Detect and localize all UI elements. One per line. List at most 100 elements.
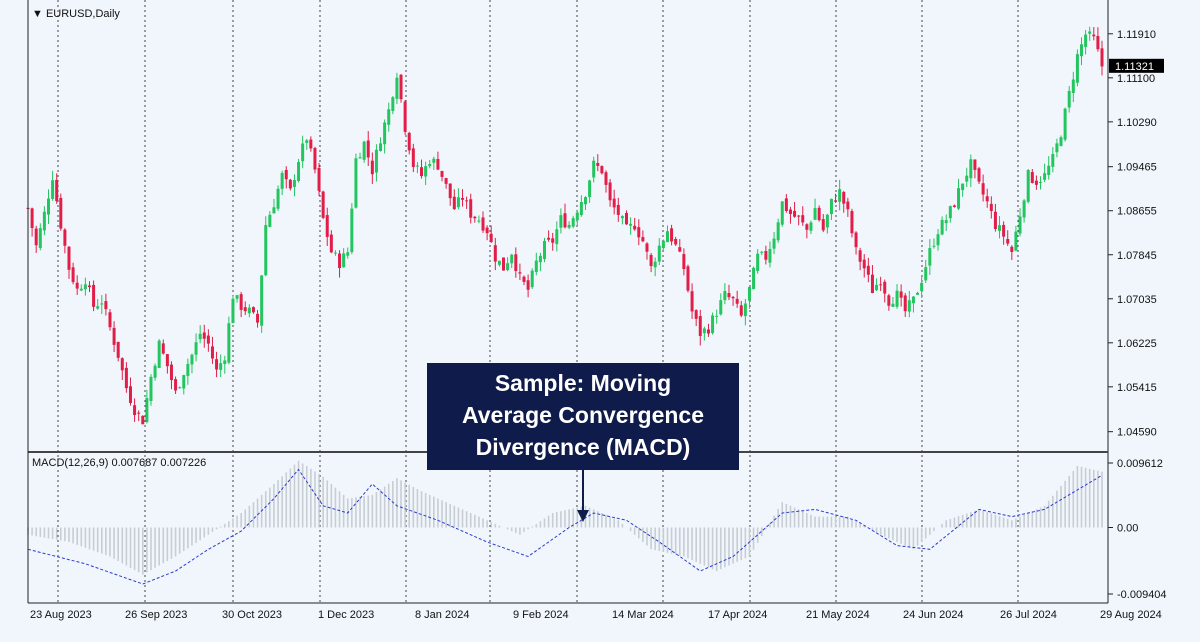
candle-body bbox=[555, 229, 559, 245]
candle-body bbox=[702, 328, 706, 334]
current-price-label: 1.11321 bbox=[1115, 61, 1154, 73]
candle-body bbox=[469, 199, 473, 218]
candle-body bbox=[686, 266, 690, 291]
candle-body bbox=[809, 222, 813, 231]
price-tick-label: 1.10290 bbox=[1117, 117, 1157, 129]
candle-body bbox=[1043, 173, 1047, 180]
candle-body bbox=[600, 166, 604, 174]
candle-body bbox=[551, 238, 555, 243]
candle-body bbox=[866, 265, 870, 275]
candle-body bbox=[338, 253, 342, 269]
candle-body bbox=[329, 234, 333, 253]
candle-body bbox=[575, 212, 579, 221]
candle-body bbox=[862, 259, 866, 269]
candle-body bbox=[817, 207, 821, 221]
candle-body bbox=[231, 298, 235, 324]
candle-body bbox=[448, 183, 452, 199]
candle-body bbox=[682, 254, 686, 270]
candle-body bbox=[932, 245, 936, 247]
candle-body bbox=[1006, 238, 1010, 244]
candle-body bbox=[87, 285, 91, 288]
price-tick-label: 1.07845 bbox=[1117, 250, 1157, 262]
candle-body bbox=[637, 227, 641, 238]
candle-body bbox=[153, 365, 157, 378]
candle-body bbox=[227, 323, 231, 363]
candle-body bbox=[42, 211, 46, 231]
candle-body bbox=[219, 363, 223, 370]
price-tick-label: 1.04590 bbox=[1117, 427, 1157, 439]
candle-body bbox=[887, 295, 891, 306]
candle-body bbox=[846, 201, 850, 210]
candle-body bbox=[547, 237, 551, 240]
price-tick-label: 1.11910 bbox=[1117, 29, 1156, 41]
candle-body bbox=[895, 290, 899, 307]
candle-body bbox=[608, 182, 612, 201]
candle-body bbox=[719, 300, 723, 315]
candle-body bbox=[297, 162, 301, 182]
candle-body bbox=[604, 172, 608, 185]
candle-body bbox=[235, 295, 239, 299]
candle-body bbox=[805, 224, 809, 230]
candle-body bbox=[161, 343, 165, 354]
candle-body bbox=[780, 201, 784, 225]
candle-body bbox=[563, 213, 567, 228]
candle-body bbox=[1059, 137, 1063, 146]
candle-body bbox=[813, 208, 817, 220]
candle-body bbox=[526, 280, 530, 290]
candle-body bbox=[325, 215, 329, 237]
candle-body bbox=[797, 215, 801, 217]
candle-body bbox=[1047, 165, 1051, 176]
callout-box: Sample: Moving Average Convergence Diver… bbox=[427, 363, 739, 470]
candle-body bbox=[321, 191, 325, 218]
candle-body bbox=[420, 167, 424, 177]
candle-body bbox=[465, 200, 469, 202]
candle-body bbox=[879, 284, 883, 286]
candle-body bbox=[973, 159, 977, 170]
candle-body bbox=[461, 198, 465, 200]
candle-body bbox=[395, 77, 399, 99]
candle-body bbox=[124, 367, 128, 389]
candle-body bbox=[407, 132, 411, 151]
candle-body bbox=[735, 298, 739, 304]
candle-body bbox=[694, 310, 698, 319]
symbol-text: EURUSD,Daily bbox=[45, 8, 120, 20]
candle-body bbox=[678, 247, 682, 252]
candle-body bbox=[838, 189, 842, 202]
candle-body bbox=[358, 157, 362, 159]
candle-body bbox=[588, 180, 592, 198]
date-tick-label: 23 Aug 2023 bbox=[30, 609, 92, 621]
candle-body bbox=[284, 169, 288, 180]
candle-body bbox=[653, 261, 657, 268]
candle-body bbox=[788, 209, 792, 215]
date-tick-label: 1 Dec 2023 bbox=[318, 609, 374, 621]
candle-body bbox=[940, 219, 944, 235]
date-tick-label: 26 Jul 2024 bbox=[1000, 609, 1057, 621]
candle-body bbox=[645, 243, 649, 252]
dropdown-triangle-icon[interactable]: ▼ bbox=[32, 8, 43, 20]
candle-body bbox=[272, 207, 276, 214]
macd-lines bbox=[27, 468, 1103, 585]
price-tick-label: 1.08655 bbox=[1117, 206, 1157, 218]
candle-body bbox=[911, 296, 915, 304]
candle-body bbox=[456, 197, 460, 208]
candle-body bbox=[706, 329, 710, 334]
candle-body bbox=[493, 245, 497, 262]
candle-body bbox=[63, 229, 67, 246]
candle-body bbox=[1075, 54, 1079, 83]
candle-body bbox=[210, 346, 214, 359]
candle-body bbox=[784, 198, 788, 212]
candle-body bbox=[1051, 153, 1055, 167]
vertical-gridlines bbox=[57, 0, 1019, 603]
candle-body bbox=[948, 206, 952, 219]
candle-body bbox=[280, 172, 284, 189]
candle-body bbox=[309, 139, 313, 149]
candle-body bbox=[198, 333, 202, 340]
candle-body bbox=[522, 276, 526, 282]
candle-body bbox=[641, 237, 645, 242]
callout-arrow bbox=[577, 470, 589, 522]
candle-body bbox=[760, 251, 764, 253]
candle-body bbox=[1030, 172, 1034, 183]
candle-body bbox=[543, 240, 547, 260]
candle-body bbox=[317, 167, 321, 191]
candle-body bbox=[477, 220, 481, 222]
